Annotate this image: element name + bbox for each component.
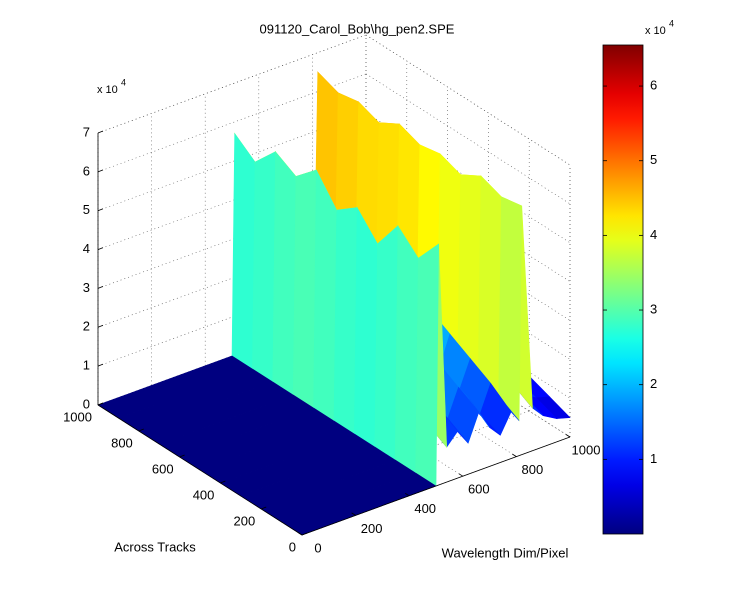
z-tick-label: 2 bbox=[83, 319, 90, 334]
y-axis-label: Across Tracks bbox=[114, 539, 196, 554]
colorbar-tick-label: 3 bbox=[650, 301, 657, 316]
y-tick-label: 0 bbox=[289, 539, 296, 554]
surface-cell bbox=[333, 207, 358, 435]
box-edge bbox=[365, 34, 571, 166]
surface-cell bbox=[457, 174, 482, 376]
z-tick-label: 4 bbox=[83, 241, 90, 256]
x-tick-label: 800 bbox=[522, 462, 544, 477]
z-tick bbox=[97, 286, 104, 289]
x-tick bbox=[565, 434, 571, 438]
colorbar-exponent: 4 bbox=[669, 18, 674, 28]
x-tick bbox=[404, 492, 410, 497]
surface-cell bbox=[477, 175, 502, 397]
z-tick bbox=[97, 247, 104, 250]
z-multiplier: x 10 bbox=[97, 84, 118, 96]
x-tick-label: 600 bbox=[468, 482, 490, 497]
y-tick-label: 600 bbox=[152, 461, 174, 476]
x-tick-label: 200 bbox=[361, 521, 383, 536]
z-tick bbox=[97, 208, 104, 212]
x-tick-label: 1000 bbox=[572, 442, 601, 457]
z-tick-label: 1 bbox=[83, 358, 90, 373]
grid-line bbox=[365, 73, 571, 205]
z-tick bbox=[97, 324, 104, 328]
y-tick bbox=[179, 454, 185, 458]
x-axis bbox=[301, 436, 571, 536]
z-tick-label: 0 bbox=[83, 396, 90, 411]
y-tick-label: 200 bbox=[233, 513, 255, 528]
y-tick bbox=[220, 480, 226, 484]
colorbar-tick-label: 5 bbox=[650, 152, 657, 167]
x-tick-label: 0 bbox=[314, 540, 321, 555]
z-tick-label: 7 bbox=[83, 124, 90, 139]
x-tick bbox=[458, 473, 464, 477]
x-axis-label: Wavelength Dim/Pixel bbox=[442, 545, 569, 560]
y-tick bbox=[261, 506, 267, 510]
x-tick bbox=[297, 532, 303, 536]
y-axis bbox=[97, 404, 303, 536]
surface-cell bbox=[231, 132, 256, 370]
colorbar-tick-label: 2 bbox=[650, 376, 657, 391]
chart-title: 091120_Carol_Bob\hg_pen2.SPE bbox=[260, 21, 455, 36]
surface-cell bbox=[415, 243, 439, 487]
y-tick bbox=[138, 428, 144, 432]
x-tick-label: 400 bbox=[414, 501, 436, 516]
colorbar bbox=[602, 44, 644, 535]
z-tick bbox=[97, 363, 104, 367]
colorbar-tick-label: 4 bbox=[650, 227, 657, 242]
surface-cell bbox=[313, 169, 337, 422]
z-tick-label: 3 bbox=[83, 280, 90, 295]
z-tick bbox=[97, 402, 104, 406]
z-exponent: 4 bbox=[121, 77, 126, 87]
surface-cell bbox=[354, 206, 378, 448]
surface-cell bbox=[292, 169, 317, 409]
surface-cell bbox=[498, 196, 523, 422]
surface-cell bbox=[272, 150, 297, 396]
y-tick-label: 1000 bbox=[63, 409, 92, 424]
y-tick-label: 400 bbox=[193, 487, 215, 502]
surface-cell bbox=[394, 224, 419, 474]
colorbar-tick-label: 1 bbox=[650, 451, 657, 466]
surface-cell bbox=[252, 151, 276, 383]
z-tick-label: 6 bbox=[83, 163, 90, 178]
z-tick-label: 5 bbox=[83, 202, 90, 217]
surface-cell bbox=[374, 225, 399, 461]
z-tick bbox=[97, 169, 104, 173]
x-tick bbox=[512, 453, 517, 457]
z-tick bbox=[97, 130, 104, 134]
colorbar-tick-label: 6 bbox=[650, 77, 657, 92]
x-tick bbox=[351, 512, 356, 516]
y-tick-label: 800 bbox=[111, 435, 133, 450]
y-tick bbox=[301, 532, 308, 536]
colorbar-multiplier: x 10 bbox=[645, 25, 666, 37]
surface bbox=[97, 71, 571, 536]
